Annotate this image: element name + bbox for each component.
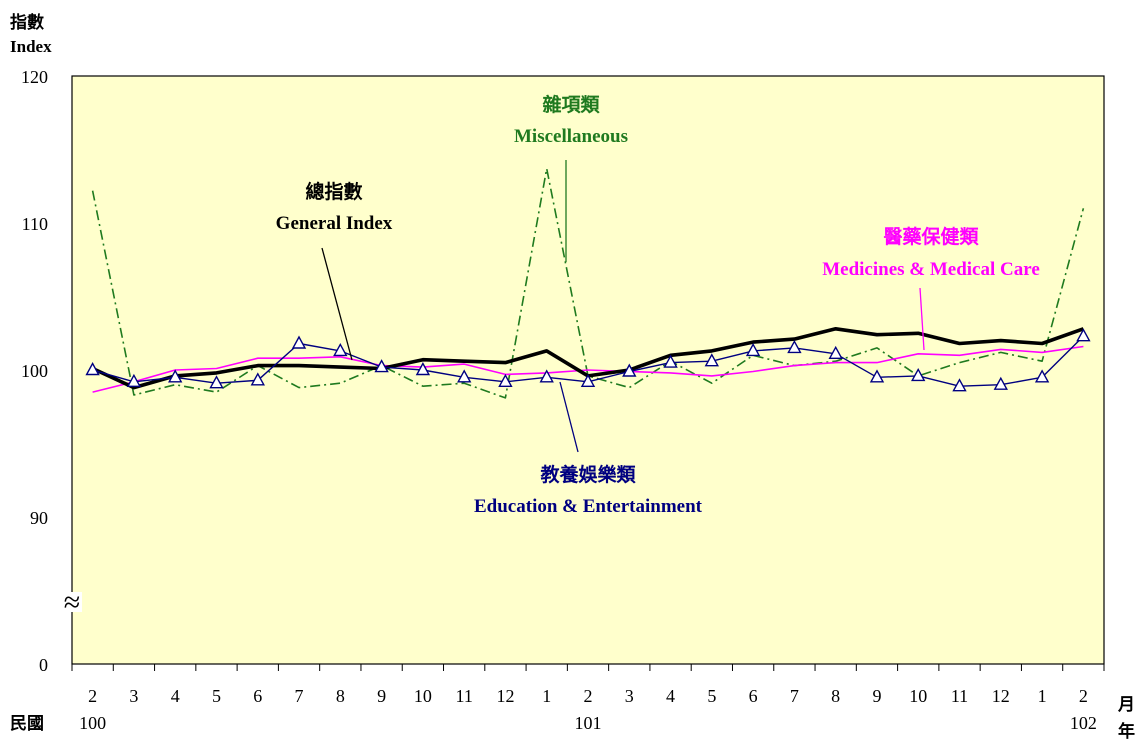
x-year-label: 101 — [575, 713, 602, 733]
x-tick-label: 7 — [790, 686, 799, 706]
education-marker-point — [539, 369, 554, 383]
x-tick-label: 11 — [951, 686, 968, 706]
x-tick-label: 1 — [1038, 686, 1047, 706]
axis-break-symbol: ≈ — [64, 586, 80, 619]
x-tick-label: 11 — [455, 686, 472, 706]
x-unit-month: 月 — [1117, 695, 1135, 714]
y-axis-title-en: Index — [10, 37, 52, 56]
education-marker-point — [415, 362, 431, 376]
x-tick-label: 3 — [625, 686, 634, 706]
x-tick-label: 12 — [496, 686, 514, 706]
x-tick-label: 8 — [831, 686, 840, 706]
education-marker-point — [374, 359, 389, 373]
series-label-misc-en: Miscellaneous — [514, 126, 628, 147]
x-tick-label: 10 — [909, 686, 927, 706]
series-label-general-zh: 總指數 — [305, 180, 362, 203]
series-label-misc-zh: 雜項類 — [542, 93, 600, 116]
education-marker-point — [911, 367, 926, 382]
series-label-education-en: Education & Entertainment — [474, 496, 703, 517]
education-marker-point — [126, 373, 142, 387]
y-tick-label: 100 — [21, 361, 48, 381]
x-tick-label: 2 — [1079, 686, 1088, 706]
x-year-label: 102 — [1070, 713, 1097, 733]
x-tick-label: 3 — [129, 686, 138, 706]
education-marker-point — [622, 363, 637, 377]
education-marker-point — [85, 362, 100, 376]
education-marker-point — [745, 342, 761, 357]
callout-line-general — [321, 247, 353, 361]
education-marker-point — [457, 369, 472, 383]
education-marker-point — [993, 376, 1008, 390]
x-unit-year: 年 — [1118, 721, 1135, 741]
x-tick-label: 6 — [253, 686, 262, 706]
x-tick-marks — [71, 664, 1105, 671]
education-marker-point — [250, 372, 265, 386]
x-tick-label: 2 — [88, 686, 97, 706]
education-marker-point — [704, 353, 719, 367]
callout-line-medicine — [919, 287, 925, 351]
x-tick-label: 4 — [171, 686, 180, 706]
y-tick-label: 0 — [39, 655, 48, 675]
x-prefix-label: 民國 — [10, 714, 44, 733]
education-marker-point — [787, 339, 802, 354]
x-tick-label: 9 — [872, 686, 881, 706]
series-label-education-zh: 教養娛樂類 — [540, 463, 636, 486]
education-marker-point — [209, 375, 224, 389]
education-marker-point — [663, 354, 678, 368]
x-tick-label: 12 — [992, 686, 1010, 706]
y-axis-title-zh: 指數 — [10, 12, 44, 32]
y-tick-label: 120 — [21, 67, 48, 87]
education-marker-point — [580, 373, 596, 387]
x-tick-label: 9 — [377, 686, 386, 706]
x-tick-label: 7 — [295, 686, 304, 706]
series-layer — [85, 167, 1091, 399]
education-marker-point — [498, 373, 513, 387]
education-marker-point — [1034, 369, 1050, 383]
x-tick-label: 6 — [749, 686, 758, 706]
education-marker-point — [828, 345, 843, 359]
series-line-medicines — [92, 345, 1084, 393]
x-year-label: 100 — [79, 713, 106, 733]
series-label-medicine-zh: 醫藥保健類 — [883, 225, 979, 248]
x-tick-label: 1 — [542, 686, 551, 706]
education-marker-point — [1076, 328, 1091, 342]
x-tick-label: 5 — [707, 686, 716, 706]
education-marker-point — [291, 335, 307, 349]
education-marker-point — [333, 342, 348, 357]
axis-break-gap — [62, 592, 82, 612]
education-marker-point — [952, 378, 967, 392]
series-label-medicine-en: Medicines & Medical Care — [822, 259, 1040, 280]
series-label-general-en: General Index — [276, 213, 393, 234]
education-marker-point — [168, 369, 183, 383]
x-tick-label: 5 — [212, 686, 221, 706]
x-tick-label: 10 — [414, 686, 432, 706]
x-tick-label: 4 — [666, 686, 675, 706]
y-tick-label: 110 — [22, 214, 48, 234]
x-tick-label: 2 — [584, 686, 593, 706]
x-tick-label: 8 — [336, 686, 345, 706]
y-tick-label: 90 — [30, 508, 48, 528]
callout-line-education — [559, 381, 579, 453]
education-marker-point — [869, 369, 885, 383]
